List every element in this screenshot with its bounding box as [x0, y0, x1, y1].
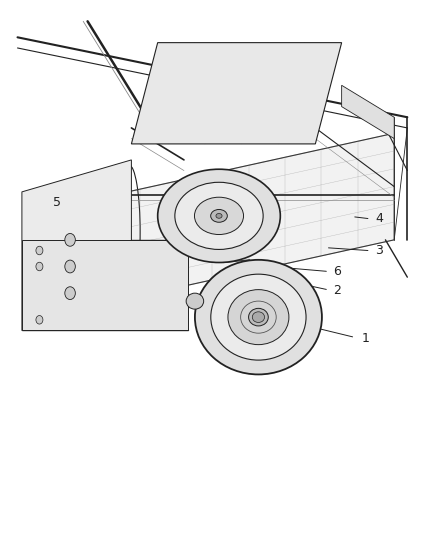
Ellipse shape [252, 312, 265, 322]
Circle shape [36, 262, 43, 271]
Ellipse shape [211, 209, 227, 222]
Circle shape [65, 233, 75, 246]
Ellipse shape [248, 308, 268, 326]
Ellipse shape [186, 293, 204, 309]
Circle shape [65, 287, 75, 300]
Ellipse shape [216, 213, 222, 219]
Text: 6: 6 [333, 265, 341, 278]
Polygon shape [31, 133, 394, 320]
Text: 4: 4 [375, 212, 383, 225]
Text: 1: 1 [362, 332, 370, 345]
Circle shape [36, 316, 43, 324]
Ellipse shape [175, 182, 263, 249]
Polygon shape [22, 240, 188, 330]
Ellipse shape [158, 169, 280, 263]
Polygon shape [342, 85, 394, 139]
Text: 3: 3 [375, 244, 383, 257]
Circle shape [65, 260, 75, 273]
Ellipse shape [228, 289, 289, 345]
Ellipse shape [194, 197, 244, 235]
Text: 5: 5 [53, 196, 61, 209]
Polygon shape [22, 160, 131, 330]
Text: 2: 2 [333, 284, 341, 297]
Ellipse shape [195, 260, 322, 374]
Circle shape [36, 246, 43, 255]
Ellipse shape [211, 274, 306, 360]
Polygon shape [131, 43, 342, 144]
